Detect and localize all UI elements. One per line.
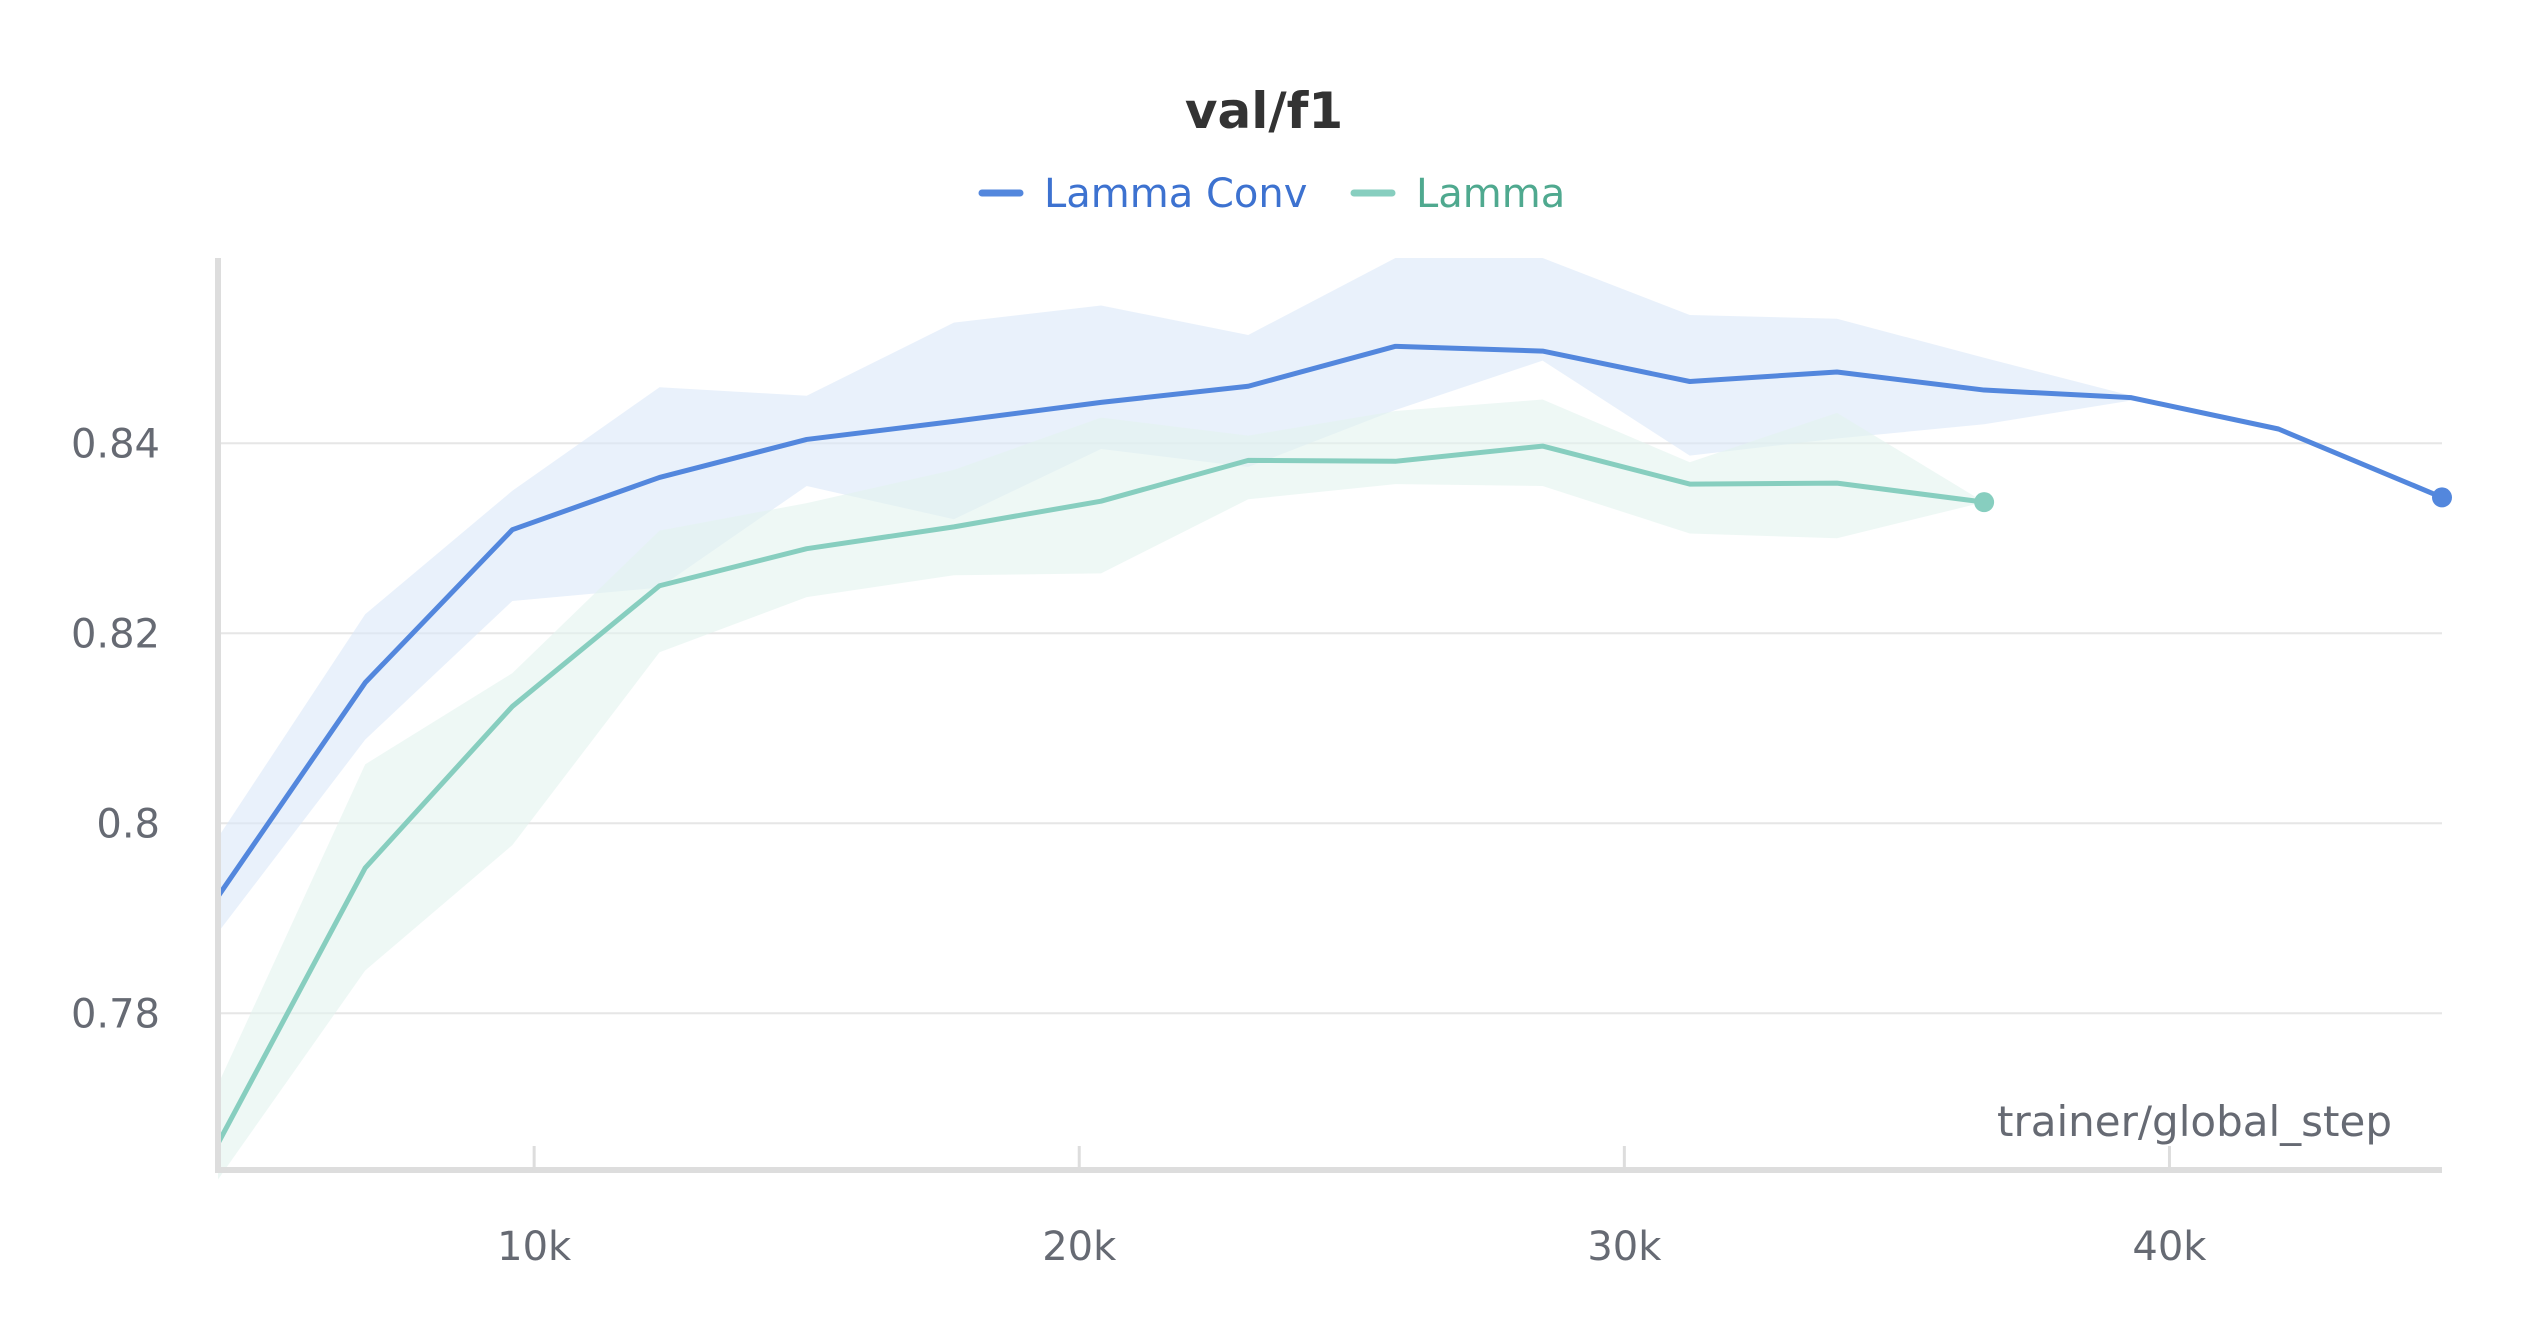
x-tick-label: 40k [2132, 1224, 2207, 1270]
endpoint-lamma[interactable] [1974, 492, 1995, 513]
x-tick-label: 30k [1587, 1224, 1662, 1270]
y-tick-label: 0.8 [96, 801, 160, 847]
y-tick-label: 0.84 [71, 421, 160, 467]
band-lamma-conv [218, 258, 2442, 933]
line-lamma-conv [215, 343, 2445, 899]
chart-title: val/f1 [1185, 82, 1343, 140]
x-tick-label: 20k [1042, 1224, 1117, 1270]
legend-label-lamma-conv[interactable]: Lamma Conv [1044, 171, 1307, 217]
y-tick-label: 0.78 [71, 991, 160, 1037]
endpoint-lamma-conv[interactable] [2432, 487, 2452, 508]
error-bands [218, 258, 2442, 1180]
series-lines [215, 343, 2452, 1146]
axes [215, 258, 2442, 1173]
legend-label-lamma[interactable]: Lamma [1416, 171, 1565, 217]
line-lamma [215, 443, 1987, 1146]
x-tick-label: 10k [497, 1224, 572, 1270]
y-tick-label: 0.82 [71, 611, 160, 657]
tick-labels: 0.78 0.8 0.82 0.84 10k 20k 30k 40k [71, 421, 2207, 1270]
band-lamma [218, 399, 1985, 1180]
x-axis-label: trainer/global_step [1997, 1097, 2392, 1146]
legend: Lamma Conv Lamma [978, 171, 1565, 217]
